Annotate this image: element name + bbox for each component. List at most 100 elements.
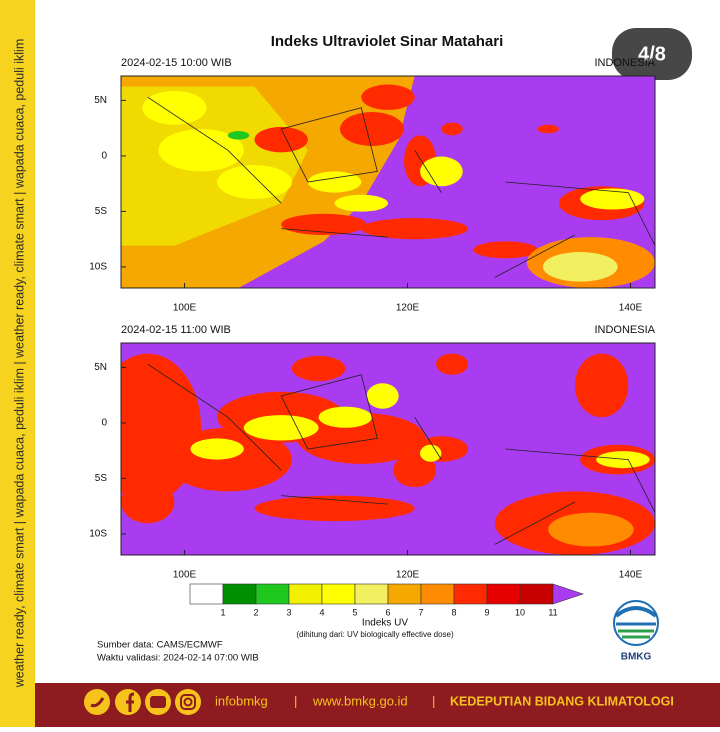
- legend-tick-label: 3: [286, 607, 291, 617]
- page-counter: 4/8: [638, 43, 666, 65]
- uv-field: [121, 343, 655, 555]
- title: Indeks Ultraviolet Sinar Matahari: [271, 33, 504, 50]
- sidebar: [0, 0, 35, 727]
- source: Sumber data: CAMS/ECMWF: [97, 640, 223, 651]
- map: 5N 0 5S 10S 100E 120E 140E: [89, 342, 656, 581]
- uv-patch: [254, 126, 308, 153]
- panel-datetime: 2024-02-15 10:00 WIB: [121, 57, 232, 69]
- panel-region: INDONESIA: [594, 324, 655, 336]
- legend-swatch: [222, 583, 257, 605]
- y-tick-label: 0: [101, 151, 107, 162]
- legend-tick-label: 8: [451, 607, 456, 617]
- page-counter-badge[interactable]: [612, 28, 692, 80]
- legend-swatch: [519, 583, 554, 605]
- x-tick-label: 120E: [396, 303, 420, 314]
- map-frame: [120, 342, 656, 556]
- uv-patch: [596, 451, 650, 469]
- uv-patch: [243, 415, 319, 441]
- instagram-icon[interactable]: [175, 689, 201, 715]
- legend: 1 2 3 4 5 6 7 8 9 10 11: [189, 583, 584, 617]
- uv-patch: [281, 213, 367, 235]
- x-tick-label: 140E: [619, 303, 643, 314]
- legend-tick-label: 5: [352, 607, 357, 617]
- legend-tick-label: 10: [515, 607, 525, 617]
- uv-patch: [542, 251, 618, 282]
- legend-note: (dihitung dari: UV biologically effectiv…: [296, 630, 454, 639]
- legend-tick-label: 11: [548, 607, 557, 617]
- legend-arrow: [552, 583, 584, 605]
- social-icons: [84, 689, 201, 715]
- legend-tick-label: 1: [220, 607, 225, 617]
- uv-patch: [318, 406, 372, 428]
- legend-tick-label: 6: [385, 607, 390, 617]
- legend-tick-label: 9: [484, 607, 489, 617]
- y-tick-label: 5N: [94, 362, 107, 373]
- y-tick-label: 0: [101, 418, 107, 429]
- uv-patch: [227, 131, 250, 140]
- panel-region: INDONESIA: [594, 57, 655, 69]
- uv-patch: [420, 444, 442, 462]
- uv-patch: [441, 122, 463, 136]
- uv-patch: [361, 218, 469, 240]
- legend-swatch: [189, 583, 224, 605]
- y-tick-label: 10S: [89, 262, 107, 273]
- uv-patch: [121, 480, 175, 524]
- uv-patch: [142, 90, 207, 125]
- legend-tick-label: 7: [418, 607, 423, 617]
- footer-separator: |: [432, 693, 435, 708]
- uv-patch: [339, 112, 405, 146]
- x-tick-label: 100E: [173, 303, 197, 314]
- legend-swatch: [321, 583, 356, 605]
- coastline: [147, 363, 655, 545]
- x-tick-label: 100E: [173, 570, 197, 581]
- uv-patch: [361, 84, 415, 110]
- uv-patch: [217, 165, 292, 199]
- legend-swatch: [453, 583, 488, 605]
- uv-patch: [580, 188, 645, 210]
- footer-separator: |: [294, 693, 297, 708]
- legend-swatch: [420, 583, 455, 605]
- legend-swatch: [288, 583, 323, 605]
- uv-patch: [537, 124, 559, 134]
- panel-datetime: 2024-02-15 11:00 WIB: [121, 324, 231, 336]
- uv-patch: [334, 194, 388, 212]
- uv-patch: [254, 495, 415, 522]
- coastline: [147, 96, 655, 278]
- uv-patch: [158, 129, 244, 172]
- uv-patch: [291, 355, 346, 382]
- legend-swatch: [387, 583, 422, 605]
- sidebar-text: weather ready, climate smart | wapada cu…: [12, 39, 26, 688]
- x-tick-label: 140E: [619, 570, 643, 581]
- uv-patch: [574, 353, 629, 418]
- y-tick-label: 5N: [94, 95, 107, 106]
- legend-tick-label: 2: [253, 607, 258, 617]
- uv-patch: [366, 383, 399, 409]
- uv-patch: [307, 171, 362, 193]
- map-frame: [120, 75, 656, 289]
- uv-patch: [190, 438, 244, 460]
- legend-tick-label: 4: [319, 607, 324, 617]
- y-tick-label: 10S: [89, 529, 107, 540]
- legend-swatch: [354, 583, 389, 605]
- footer-url: www.bmkg.go.id: [312, 693, 408, 708]
- uv-patch: [420, 156, 463, 187]
- uv-patch: [393, 453, 437, 488]
- bmkg-logo: [613, 600, 659, 646]
- legend-swatch: [486, 583, 521, 605]
- uv-field: [121, 76, 655, 288]
- footer-department: KEDEPUTIAN BIDANG KLIMATOLOGI: [450, 694, 674, 708]
- x-tick-label: 120E: [396, 570, 420, 581]
- footer-handle: infobmkg: [215, 693, 268, 708]
- map: 5N 0 5S 10S 100E 120E 140E: [89, 75, 656, 314]
- uv-patch: [548, 512, 634, 547]
- y-tick-label: 5S: [95, 473, 108, 484]
- y-tick-label: 5S: [95, 206, 108, 217]
- twitter-icon[interactable]: [84, 689, 110, 715]
- uv-patch: [436, 353, 469, 375]
- legend-title: Indeks UV: [362, 618, 408, 629]
- legend-swatch: [255, 583, 290, 605]
- validity: Waktu validasi: 2024-02-14 07:00 WIB: [97, 653, 259, 664]
- uv-patch: [473, 241, 538, 259]
